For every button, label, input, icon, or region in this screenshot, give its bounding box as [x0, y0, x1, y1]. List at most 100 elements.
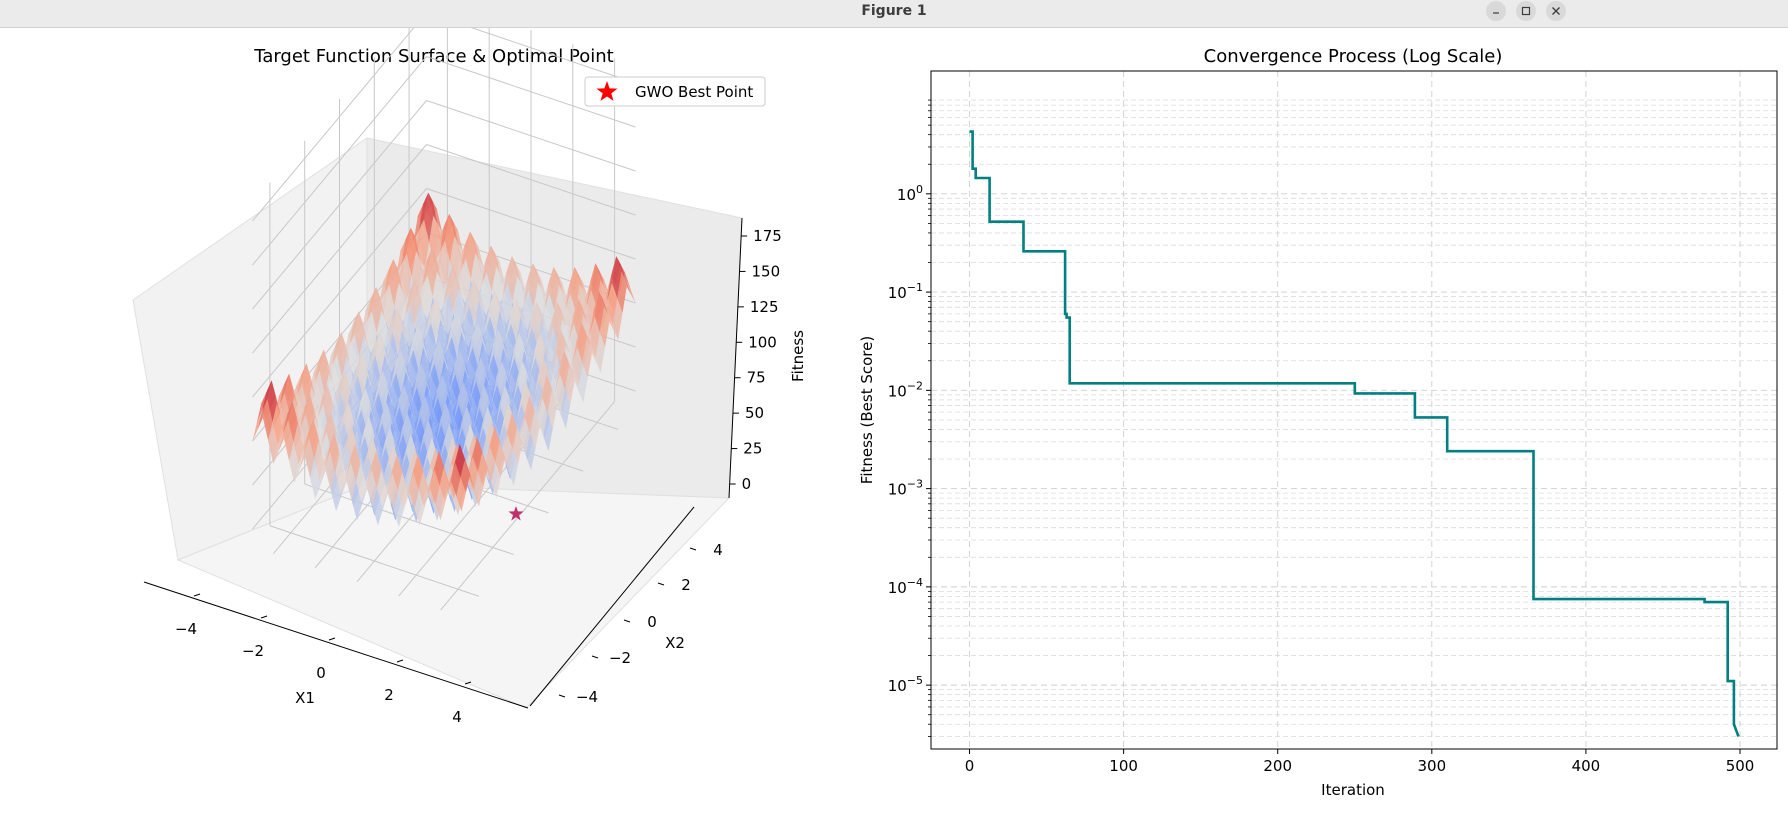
surface-patch [315, 466, 325, 500]
x1-ticks: −4 −2 0 2 4 [175, 593, 472, 726]
minimize-button[interactable] [1486, 1, 1506, 21]
surface-patch [346, 462, 357, 501]
surface-patch [505, 298, 516, 341]
surface-patch [434, 226, 444, 266]
x2-tick-mark [657, 582, 665, 586]
surface-patch [448, 266, 458, 314]
surface-patch [537, 271, 547, 299]
surface-patch [416, 261, 427, 300]
surface-patch [455, 245, 465, 285]
surface-patch [401, 227, 411, 266]
surface-patch [397, 269, 408, 303]
y-tick-label: 10−3 [888, 478, 923, 499]
surface-patch [443, 266, 453, 306]
surface-patch [589, 291, 599, 337]
surface-patch [411, 364, 422, 402]
surface-patch [543, 413, 553, 452]
x1-tick-mark [396, 659, 404, 663]
surface-patch [428, 420, 438, 453]
surface-patch [397, 472, 408, 509]
window-titlebar: Figure 1 [0, 0, 1788, 28]
surface-patch [595, 263, 605, 288]
surface-patch [340, 370, 350, 415]
surface-patch [552, 390, 562, 417]
surface-patch [519, 307, 530, 336]
surface-patch [444, 213, 455, 263]
surface-patch [342, 426, 352, 461]
surface-patch [452, 266, 463, 298]
surface-patch [553, 266, 564, 293]
surface-patch [408, 454, 418, 492]
surface-patch [362, 469, 372, 505]
surface-patch [561, 310, 572, 337]
surface-patch [349, 311, 359, 347]
surface-patch [413, 325, 424, 372]
surface-patch [387, 308, 397, 345]
surface-patch [463, 381, 473, 413]
back-grid-line [426, 188, 636, 260]
maximize-button[interactable] [1516, 1, 1536, 21]
surface-patch [338, 402, 349, 437]
surface-patch [525, 433, 536, 471]
surface-patch [543, 357, 553, 385]
fitness-tick-label: 75 [747, 369, 766, 387]
y-tick-label: 100 [897, 183, 923, 204]
surface-patch [383, 371, 393, 406]
surface-patch [314, 349, 324, 383]
surface-patch [502, 256, 512, 299]
surface-patch [457, 275, 467, 307]
surface-patch [361, 467, 371, 502]
surface-patch [548, 327, 558, 371]
surface-patch [478, 452, 488, 488]
surface-patch [402, 253, 412, 303]
surface-patch [558, 275, 568, 302]
side-grid-line [252, 100, 427, 310]
convergence-ylabel: Fitness (Best Score) [858, 336, 876, 484]
surface-patch [386, 402, 397, 437]
surface-patch [612, 298, 623, 340]
surface-patch [437, 280, 448, 320]
surface-patch [384, 444, 394, 480]
x1-tick-mark [193, 593, 201, 597]
fitness-axis-label: Fitness [789, 330, 807, 382]
convergence-frame [930, 70, 1778, 750]
surface-patch [430, 297, 441, 345]
surface-patch [362, 353, 372, 389]
close-button[interactable] [1546, 1, 1566, 21]
surface-patch [294, 451, 304, 484]
surface-patch [525, 381, 536, 410]
surface-patch [428, 192, 438, 225]
surface-patch [501, 361, 511, 390]
surface-patch [443, 437, 453, 476]
surface-patch [371, 287, 382, 335]
surface-patch [578, 298, 588, 324]
surface-patch [556, 329, 566, 371]
surface-patch [357, 485, 367, 521]
surface-patch [497, 329, 508, 359]
surface-patch [419, 488, 430, 526]
surface-patch [514, 333, 525, 376]
x1-axis-line [143, 581, 529, 709]
floor-grid-line [440, 401, 615, 611]
surface-patch [418, 290, 429, 323]
surface-patch [367, 469, 377, 507]
surface-patch [489, 354, 499, 398]
surface-patch [356, 388, 366, 424]
surface-patch [490, 291, 500, 337]
surface-patch [418, 471, 429, 507]
surface-patch [473, 280, 484, 311]
surface-patch [415, 395, 425, 434]
surface-patch [547, 301, 558, 346]
surface-patch [382, 471, 392, 507]
surface-patch [555, 374, 565, 414]
surface-patch [417, 325, 428, 359]
surface-patch [523, 263, 533, 306]
surface-patch [522, 361, 532, 389]
surface-patch [490, 426, 500, 463]
surface-patch [325, 452, 336, 492]
surface-patch [435, 297, 445, 330]
surface-patch [476, 260, 486, 301]
surface-patch [365, 388, 376, 424]
fitness-tick-label: 25 [743, 440, 762, 458]
side-grid-line [252, 56, 427, 266]
